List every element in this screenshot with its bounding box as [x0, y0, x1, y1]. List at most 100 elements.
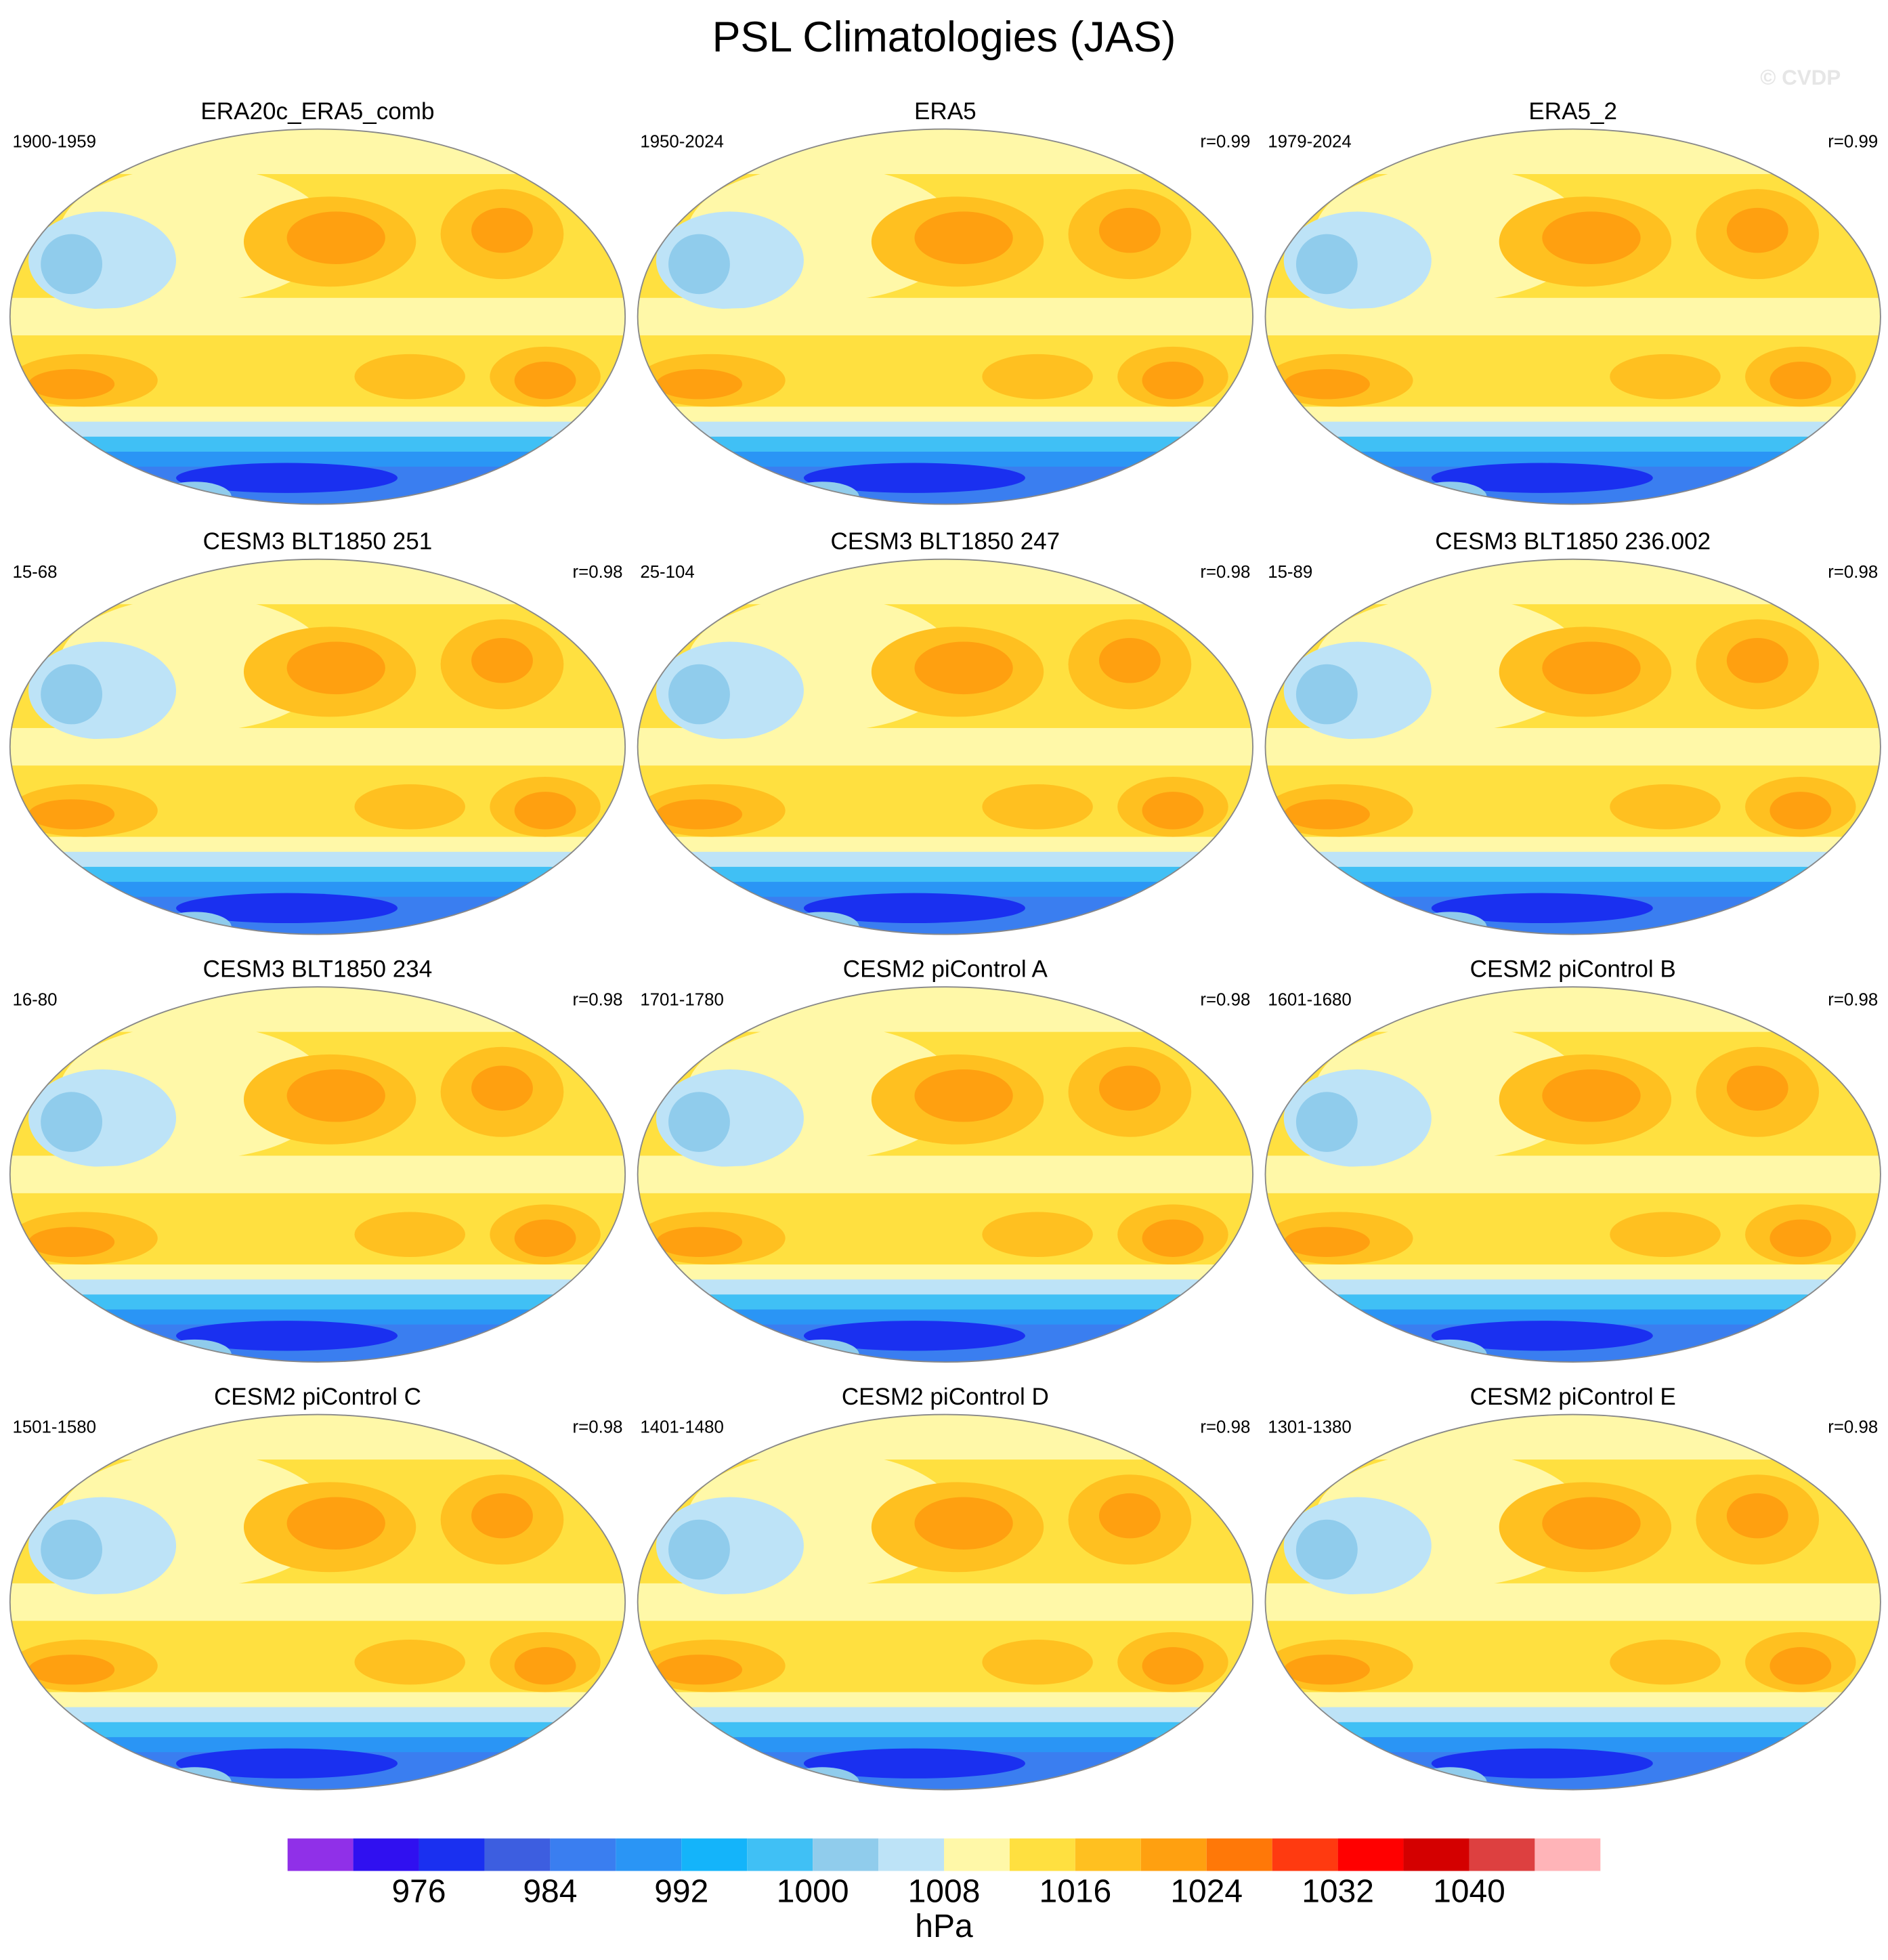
map-band	[1265, 851, 1881, 868]
map-blob	[471, 1493, 533, 1539]
map-blob	[532, 155, 595, 193]
map-blob	[1142, 792, 1204, 830]
panel-title: ERA5	[914, 98, 977, 125]
map-blob	[532, 1013, 595, 1051]
map-band	[9, 129, 626, 175]
map-blob	[656, 1227, 743, 1257]
map-band	[1265, 559, 1881, 606]
map-band	[1265, 836, 1881, 853]
map-blob	[1265, 305, 1881, 328]
map-blob	[1542, 1069, 1641, 1122]
map-band	[1265, 129, 1881, 175]
map-blob	[1413, 1767, 1487, 1790]
map-band	[637, 1264, 1253, 1281]
map	[637, 1414, 1253, 1790]
map-band	[9, 1692, 626, 1709]
map-blob	[803, 1321, 1025, 1351]
colorbar-box	[353, 1838, 419, 1871]
map-outline	[9, 1413, 626, 1791]
map-band	[637, 1414, 1253, 1461]
map	[1265, 559, 1881, 935]
map-blob	[668, 1092, 730, 1152]
map-band	[9, 559, 626, 606]
map-band	[9, 851, 626, 868]
map-blob	[1098, 1493, 1161, 1539]
panel-period: 1401-1480	[640, 1418, 724, 1437]
map-blob	[1283, 1227, 1370, 1257]
map-blob	[637, 1590, 1253, 1614]
map-band	[1265, 866, 1881, 883]
map-blob	[1788, 155, 1850, 193]
panel-period: 16-80	[12, 990, 57, 1009]
colorbar-label: hPa	[915, 1909, 973, 1944]
map-band	[1265, 987, 1881, 1034]
map-blob	[637, 305, 1253, 328]
map-blob	[1413, 1339, 1487, 1363]
panel-period: 1501-1580	[12, 1418, 96, 1437]
map-blob	[1610, 354, 1721, 400]
map-blob	[1283, 1655, 1370, 1685]
colorbar-box	[1469, 1838, 1535, 1871]
map-blob	[471, 207, 533, 253]
panel-correlation: r=0.98	[1200, 990, 1250, 1009]
colorbar-box	[1403, 1838, 1469, 1871]
panel-title: CESM2 piControl C	[214, 1384, 421, 1410]
map-blob	[668, 1519, 730, 1580]
map-band	[9, 1264, 626, 1281]
map-blob	[803, 463, 1025, 493]
map-blob	[176, 893, 398, 923]
map-blob	[668, 664, 730, 725]
map-blob	[41, 1092, 103, 1152]
panel-correlation: r=0.98	[1828, 1418, 1878, 1437]
map-band	[1265, 1692, 1881, 1709]
map-band	[9, 1294, 626, 1311]
panel-period: 15-89	[1268, 563, 1312, 582]
map	[1265, 129, 1881, 505]
map-blob	[1160, 1441, 1222, 1478]
map-band	[637, 1707, 1253, 1724]
map-blob	[354, 354, 465, 400]
map-band	[9, 421, 626, 438]
map-blob	[1726, 1065, 1788, 1111]
map-band	[9, 1722, 626, 1739]
panel-title: CESM3 BLT1850 236.002	[1435, 528, 1711, 555]
map-blob	[9, 305, 626, 328]
map-band	[637, 436, 1253, 453]
map-band	[637, 421, 1253, 438]
map-blob	[1788, 1013, 1850, 1051]
panel-title: CESM2 piControl B	[1470, 956, 1676, 982]
map-blob	[1295, 1092, 1358, 1152]
map-band	[1265, 1707, 1881, 1724]
map-blob	[28, 1655, 115, 1685]
panel-correlation: r=0.98	[1200, 1418, 1250, 1437]
map-band	[1265, 1414, 1881, 1461]
colorbar-box	[1206, 1838, 1272, 1871]
map-blob	[1098, 1065, 1161, 1111]
colorbar-box	[1272, 1838, 1338, 1871]
map-blob	[1610, 784, 1721, 830]
map-blob	[176, 1321, 398, 1351]
colorbar-box	[681, 1838, 748, 1871]
watermark: © CVDP	[1760, 66, 1841, 89]
map-blob	[41, 1519, 103, 1580]
map-band	[9, 1279, 626, 1296]
map-band	[1265, 1264, 1881, 1281]
colorbar-box	[484, 1838, 551, 1871]
map-blob	[1788, 1441, 1850, 1478]
panel-correlation: r=0.98	[573, 990, 623, 1009]
map-blob	[668, 234, 730, 295]
map-blob	[9, 736, 626, 759]
map-blob	[286, 1069, 385, 1122]
map-blob	[656, 369, 743, 400]
colorbar-box	[1140, 1838, 1207, 1871]
map-blob	[41, 234, 103, 295]
panel-correlation: r=0.98	[1828, 563, 1878, 582]
map-outline	[637, 128, 1253, 505]
colorbar-box	[1337, 1838, 1404, 1871]
map-band	[1265, 436, 1881, 453]
colorbar-box	[419, 1838, 485, 1871]
map-blob	[354, 784, 465, 830]
colorbar-box	[1535, 1838, 1601, 1871]
panel-title: CESM2 piControl D	[842, 1384, 1049, 1410]
map-blob	[914, 1069, 1013, 1122]
